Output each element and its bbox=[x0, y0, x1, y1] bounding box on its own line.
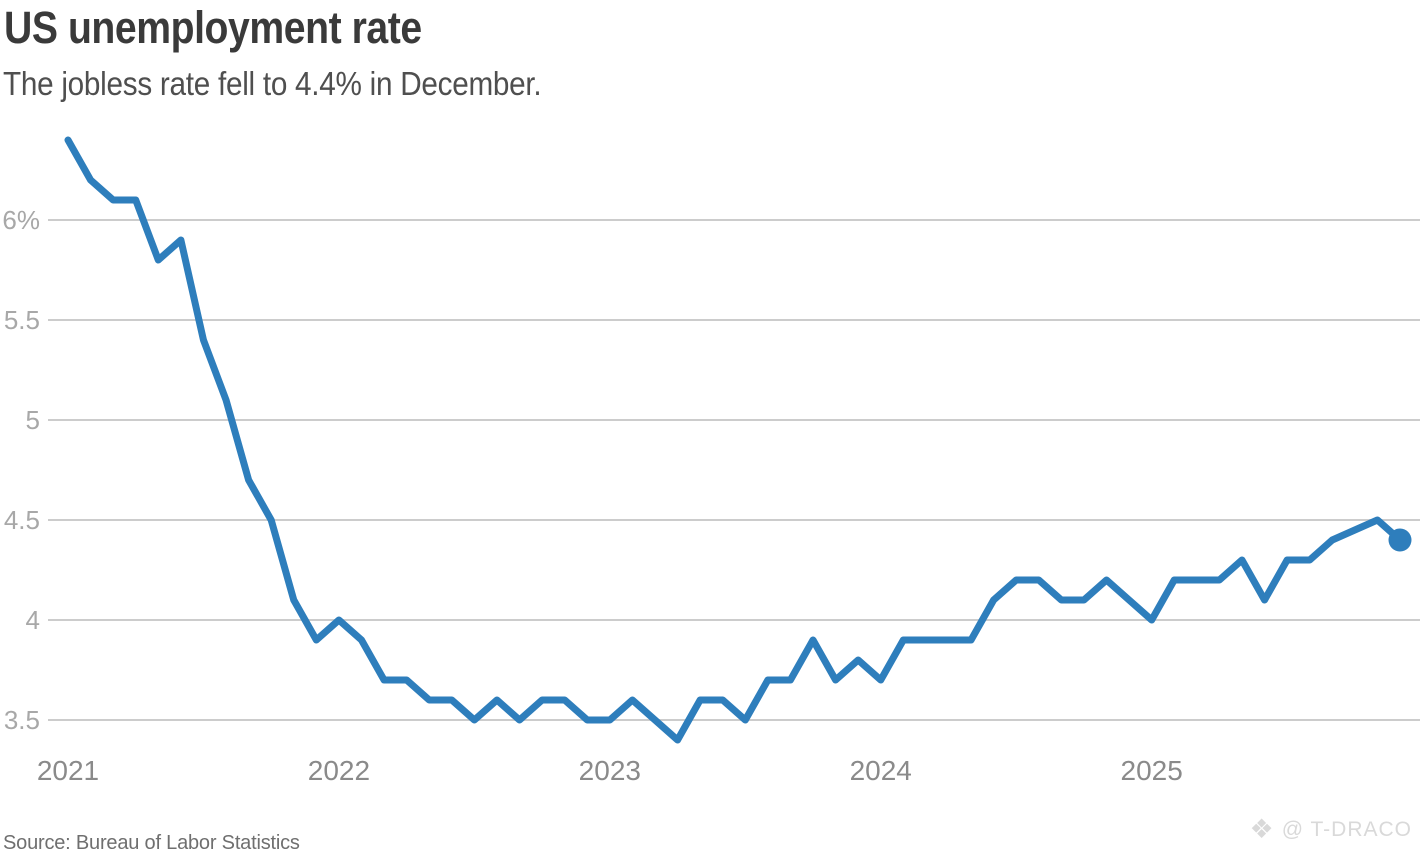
y-axis-tick-label: 5.5 bbox=[4, 305, 40, 335]
source-text: Source: Bureau of Labor Statistics bbox=[3, 832, 300, 854]
trend-line bbox=[64, 136, 1404, 744]
x-axis-tick-label: 2021 bbox=[37, 755, 99, 786]
y-axis-tick-label: 3.5 bbox=[4, 705, 40, 735]
y-axis-tick-label: 5 bbox=[26, 405, 40, 435]
y-axis-tick-label: 6% bbox=[2, 205, 40, 235]
watermark-text: @ T-DRACO bbox=[1281, 818, 1412, 841]
y-axis-tick-label: 4 bbox=[26, 605, 40, 635]
page-title: US unemployment rate bbox=[4, 2, 422, 53]
y-axis-tick-label: 4.5 bbox=[4, 505, 40, 535]
four-diamonds-icon: ❖ bbox=[1249, 814, 1275, 844]
x-axis-tick-label: 2025 bbox=[1121, 755, 1183, 786]
chart-subtitle: The jobless rate fell to 4.4% in Decembe… bbox=[3, 65, 542, 102]
x-axis-tick-label: 2022 bbox=[308, 755, 370, 786]
x-axis-tick-label: 2023 bbox=[579, 755, 641, 786]
end-point-dot bbox=[1388, 528, 1412, 552]
x-axis-tick-label: 2024 bbox=[850, 755, 912, 786]
watermark: ❖ @ T-DRACO bbox=[1250, 816, 1413, 843]
